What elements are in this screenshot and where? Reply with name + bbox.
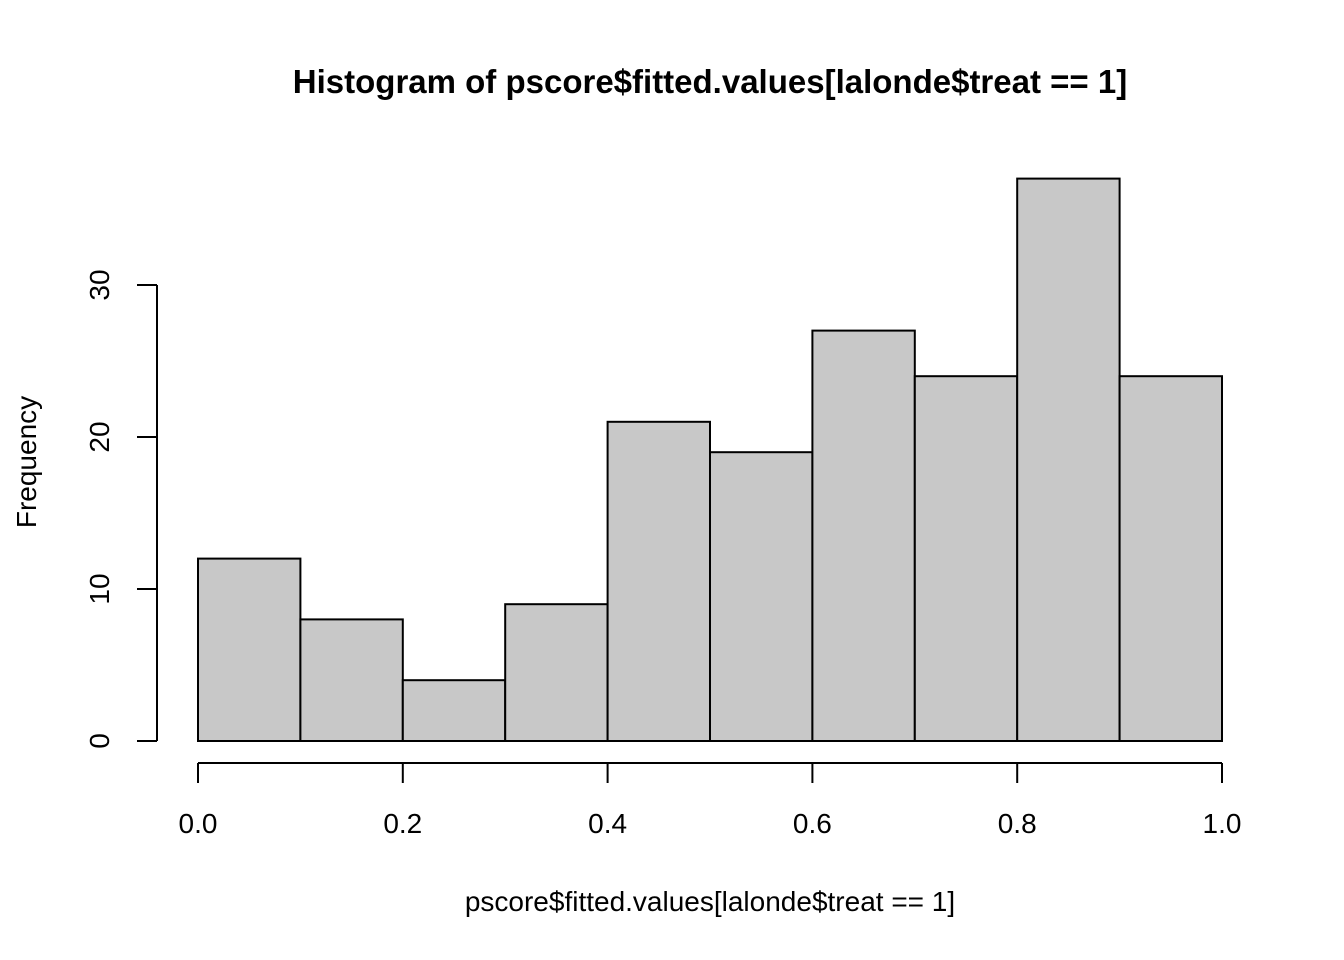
y-axis: 0 10 20 30: [84, 269, 158, 749]
x-axis-label: pscore$fitted.values[lalonde$treat == 1]: [465, 886, 955, 917]
histogram-bar-1: [299, 618, 404, 743]
histogram-bar-7: [913, 375, 1019, 742]
histogram-bar-0: [197, 557, 302, 742]
histogram-bar-5: [709, 451, 814, 742]
x-tick-label-4: 0.8: [998, 808, 1037, 839]
x-tick-label-3: 0.6: [793, 808, 832, 839]
y-axis-label: Frequency: [11, 396, 42, 528]
x-tick-label-0: 0.0: [179, 808, 218, 839]
x-tick-label-5: 1.0: [1203, 808, 1242, 839]
histogram-bar-8: [1016, 177, 1121, 743]
histogram-bar-9: [1118, 375, 1223, 742]
y-tick-label-1: 10: [84, 573, 115, 604]
histogram-bar-6: [811, 329, 916, 742]
histogram-bar-3: [504, 603, 609, 743]
x-axis: 0.0 0.2 0.4 0.6 0.8 1.0: [179, 762, 1242, 839]
histogram-bar-2: [401, 679, 507, 743]
histogram-bar-4: [606, 420, 711, 742]
chart-title: Histogram of pscore$fitted.values[lalond…: [293, 63, 1127, 100]
x-tick-label-2: 0.4: [588, 808, 627, 839]
y-tick-label-2: 20: [84, 421, 115, 452]
x-tick-label-1: 0.2: [383, 808, 422, 839]
y-tick-label-3: 30: [84, 269, 115, 300]
bars-group: [197, 177, 1223, 743]
y-tick-label-0: 0: [84, 733, 115, 749]
